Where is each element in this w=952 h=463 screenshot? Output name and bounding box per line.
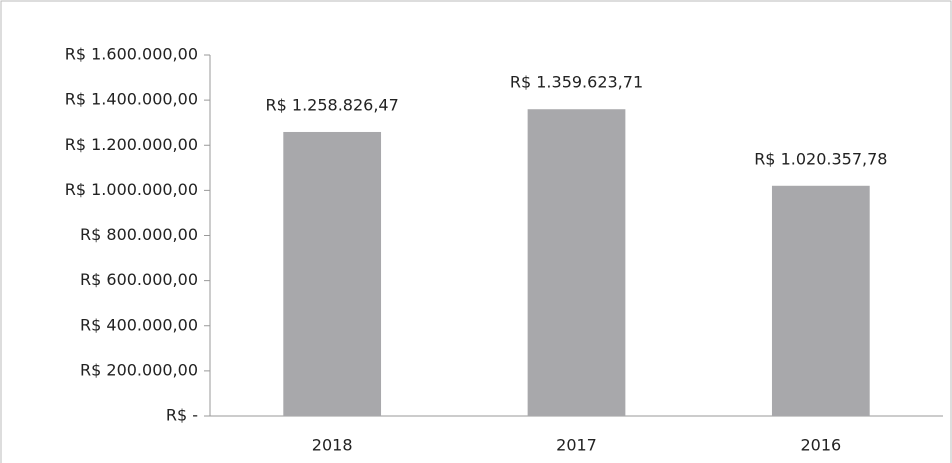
x-tick-label: 2018 (312, 436, 353, 455)
bar (283, 131, 382, 416)
y-tick-label: R$ 800.000,00 (80, 225, 198, 244)
y-tick-label: R$ 1.000.000,00 (65, 180, 198, 199)
y-tick-label: R$ 1.600.000,00 (65, 45, 198, 64)
x-tick-label: 2016 (800, 436, 841, 455)
data-label: R$ 1.258.826,47 (266, 95, 399, 114)
data-label: R$ 1.020.357,78 (754, 149, 887, 168)
y-tick-label: R$ 1.400.000,00 (65, 90, 198, 109)
data-label: R$ 1.359.623,71 (510, 73, 643, 92)
y-tick-label: R$ 400.000,00 (80, 315, 198, 334)
x-tick-label: 2017 (556, 436, 597, 455)
y-tick-label: R$ - (166, 406, 198, 425)
bar (771, 185, 870, 416)
bar (527, 109, 626, 417)
y-tick-label: R$ 1.200.000,00 (65, 135, 198, 154)
y-tick-label: R$ 200.000,00 (80, 360, 198, 379)
y-tick-label: R$ 600.000,00 (80, 270, 198, 289)
